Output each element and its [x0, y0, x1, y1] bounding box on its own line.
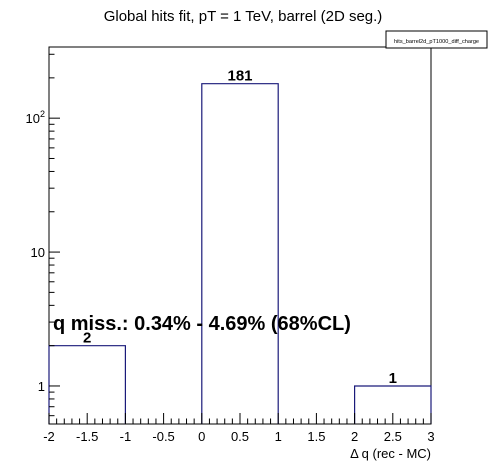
- plot-frame: [48, 46, 432, 425]
- x-tick-label: 3: [427, 429, 434, 444]
- y-tick-label: 102: [26, 109, 45, 126]
- x-tick-label: -2: [43, 429, 55, 444]
- x-tick-label: 2.5: [384, 429, 402, 444]
- x-axis: -2 -1.5 -1 -0.5 0 0.5 1 1.5 2 2.5 3: [43, 413, 435, 444]
- x-tick-label: -0.5: [152, 429, 174, 444]
- x-tick-label: 2: [351, 429, 358, 444]
- x-tick-label: 0.5: [231, 429, 249, 444]
- legend-box: hits_barrel2d_pT1000_diff_charge: [385, 30, 488, 49]
- y-tick-label: 1: [38, 379, 45, 394]
- x-tick-label: -1.5: [76, 429, 98, 444]
- x-tick-label: 1: [275, 429, 282, 444]
- y-tick-label: 10: [31, 245, 45, 260]
- histogram-bin: [48, 345, 126, 424]
- annotation-text: q miss.: 0.34% - 4.69% (68%CL): [53, 313, 351, 335]
- bin-value-label: 181: [227, 68, 252, 85]
- chart-title: Global hits fit, pT = 1 TeV, barrel (2D …: [104, 8, 383, 25]
- bin-value-label: 2: [83, 330, 91, 347]
- bin-value-label: 1: [389, 370, 397, 387]
- histogram-bin: [201, 83, 279, 424]
- x-tick-label: 0: [198, 429, 205, 444]
- x-tick-label: -1: [120, 429, 132, 444]
- legend-label: hits_barrel2d_pT1000_diff_charge: [394, 39, 479, 45]
- histogram-bin: [354, 385, 432, 424]
- histogram-bins: 2 181 1: [48, 68, 432, 424]
- x-axis-label: Δ q (rec - MC): [350, 446, 431, 461]
- x-tick-label: 1.5: [307, 429, 325, 444]
- y-axis: 1 10 102: [26, 53, 60, 417]
